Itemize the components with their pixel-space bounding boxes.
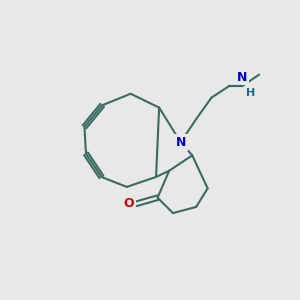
Text: N: N xyxy=(237,71,247,84)
Text: N: N xyxy=(176,136,186,149)
Text: O: O xyxy=(124,197,134,210)
Text: H: H xyxy=(246,88,255,98)
